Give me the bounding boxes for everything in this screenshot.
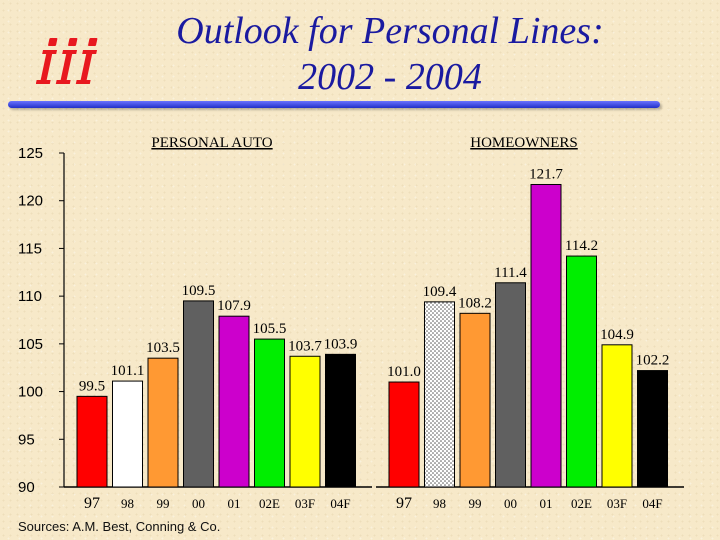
data-label: 114.2 — [565, 238, 598, 254]
x-tick-label: 98 — [433, 496, 446, 511]
bar — [218, 315, 250, 488]
data-label: 101.1 — [111, 363, 145, 379]
x-tick-label: 01 — [228, 496, 241, 511]
bar — [183, 300, 214, 488]
bar — [637, 370, 668, 488]
x-tick-label: 97 — [84, 495, 100, 512]
bar — [289, 355, 321, 488]
data-label: 107.9 — [217, 298, 251, 314]
y-tick-label: 105 — [18, 336, 43, 353]
data-label: 105.5 — [253, 321, 287, 337]
bar — [325, 353, 356, 488]
bar — [388, 381, 420, 488]
x-tick-label: 03F — [607, 496, 627, 511]
x-tick-label: 04F — [330, 496, 350, 511]
x-tick-label: 04F — [642, 496, 662, 511]
data-label: 103.9 — [324, 336, 358, 352]
x-tick-label: 00 — [504, 496, 517, 511]
y-tick-label: 95 — [18, 431, 35, 448]
bar — [601, 344, 633, 488]
panel-title: PERSONAL AUTO — [151, 135, 272, 151]
title-divider — [8, 101, 660, 108]
x-tick-label: 99 — [469, 496, 482, 511]
data-label: 104.9 — [600, 327, 634, 343]
data-label: 111.4 — [494, 265, 527, 281]
bar — [566, 255, 597, 488]
bar — [112, 380, 143, 488]
bar — [147, 357, 179, 488]
data-label: 109.5 — [182, 283, 216, 299]
x-tick-label: 98 — [121, 496, 134, 511]
data-label: 99.5 — [79, 378, 105, 394]
y-tick-label: 125 — [18, 145, 43, 162]
data-label: 103.7 — [288, 338, 322, 354]
x-tick-label: 99 — [157, 496, 170, 511]
y-tick-label: 100 — [18, 384, 43, 401]
data-label: 109.4 — [423, 284, 457, 300]
data-label: 103.5 — [146, 340, 180, 356]
data-label: 121.7 — [529, 166, 563, 182]
bar — [424, 301, 455, 488]
bar — [459, 312, 491, 488]
title-line-1: Outlook for Personal Lines: — [176, 10, 604, 52]
data-label: 102.2 — [636, 353, 670, 369]
bar — [530, 183, 562, 488]
data-label: 108.2 — [458, 295, 492, 311]
bar — [495, 282, 526, 488]
bar — [254, 338, 285, 488]
x-tick-label: 03F — [295, 496, 315, 511]
x-tick-label: 02E — [571, 496, 592, 511]
bar — [76, 395, 108, 488]
y-tick-label: 120 — [18, 193, 43, 210]
y-tick-label: 110 — [18, 288, 42, 305]
source-note: Sources: A.M. Best, Conning & Co. — [18, 519, 221, 534]
x-tick-label: 97 — [396, 495, 412, 512]
x-tick-label: 02E — [259, 496, 280, 511]
y-tick-label: 115 — [18, 240, 42, 257]
x-tick-label: 01 — [540, 496, 553, 511]
iii-logo-icon — [36, 38, 98, 84]
data-label: 101.0 — [387, 364, 421, 380]
title-line-2: 2002 - 2004 — [298, 56, 482, 98]
y-tick-label: 90 — [18, 479, 35, 496]
x-tick-label: 00 — [192, 496, 205, 511]
page-title: Outlook for Personal Lines: 2002 - 2004 — [120, 8, 660, 100]
panel-title: HOMEOWNERS — [470, 135, 578, 151]
